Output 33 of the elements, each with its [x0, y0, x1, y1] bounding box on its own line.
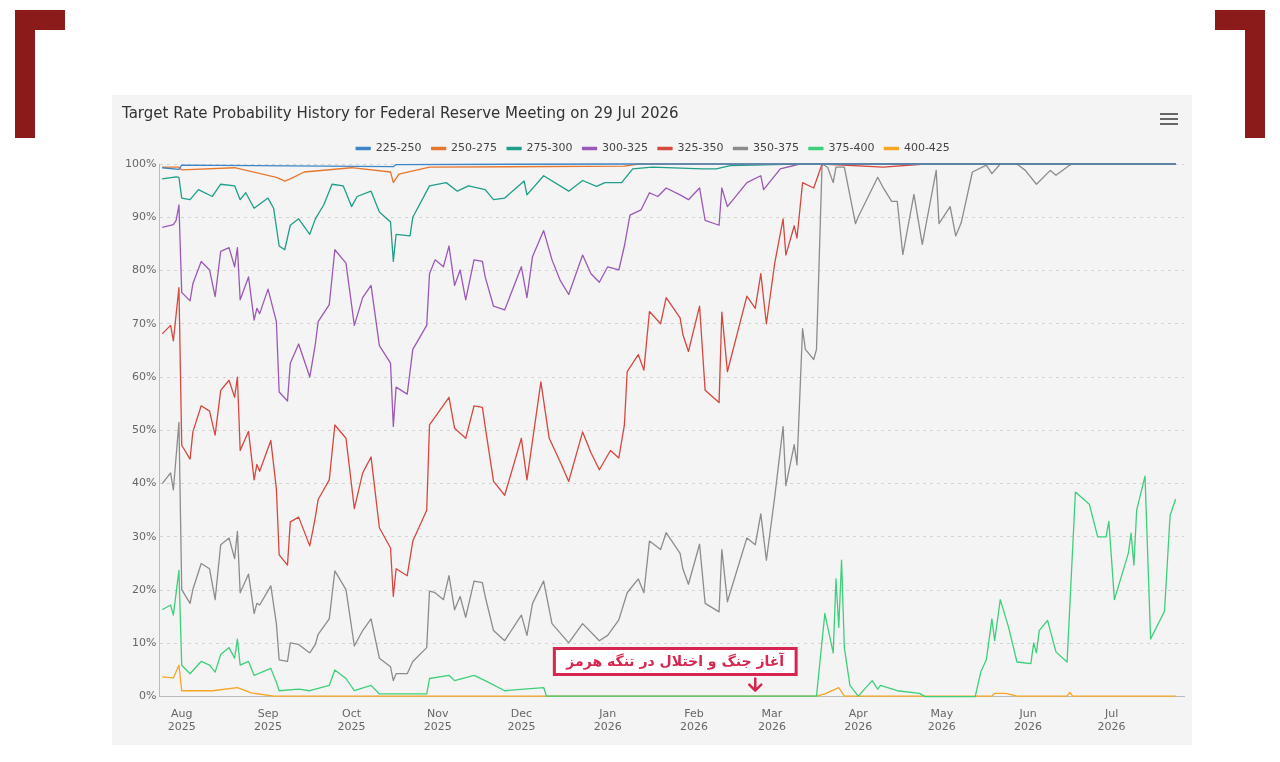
x-tick-label: May 2026: [927, 707, 956, 734]
x-tick-label: Oct 2025: [337, 707, 366, 734]
legend-label: 300-325: [602, 141, 649, 155]
y-tick-label: 40%: [131, 476, 157, 490]
y-tick-label: 10%: [131, 636, 157, 650]
y-tick-label: 30%: [131, 529, 157, 543]
x-tick-label: Mar 2026: [757, 707, 786, 734]
x-tick-label: Jan 2026: [593, 707, 622, 734]
legend-label: 375-400: [828, 141, 875, 155]
x-tick-label: Dec 2025: [507, 707, 536, 734]
chart-title: Target Rate Probability History for Federal Reserve Meeting on 29 Jul 2026: [121, 103, 679, 122]
y-tick-label: 50%: [131, 423, 157, 437]
y-tick-label: 60%: [131, 369, 157, 383]
legend-label: 225-250: [375, 141, 422, 155]
x-tick-label: Apr 2026: [844, 707, 873, 734]
legend-label: 350-375: [752, 141, 799, 155]
y-tick-label: 20%: [131, 582, 157, 596]
x-tick-label: Aug 2025: [167, 707, 196, 734]
legend-label: 325-350: [677, 141, 724, 155]
legend-label: 400-425: [903, 141, 950, 155]
x-tick-label: Sep 2025: [254, 707, 283, 734]
y-tick-label: 90%: [131, 210, 157, 224]
y-tick-label: 80%: [131, 263, 157, 277]
x-tick-label: Nov 2025: [423, 707, 452, 734]
x-tick-label: Feb 2026: [680, 707, 708, 734]
legend-label: 250-275: [451, 141, 498, 155]
annotation: آغاز جنگ و اختلال در تنگه هرمز: [565, 652, 786, 671]
legend-label: 275-300: [526, 141, 573, 155]
x-tick-label: Jun 2026: [1014, 707, 1043, 734]
y-tick-label: 0%: [138, 689, 157, 703]
y-tick-label: 70%: [131, 316, 157, 330]
x-tick-label: Jul 2026: [1097, 707, 1126, 734]
y-tick-label: 100%: [124, 156, 157, 170]
